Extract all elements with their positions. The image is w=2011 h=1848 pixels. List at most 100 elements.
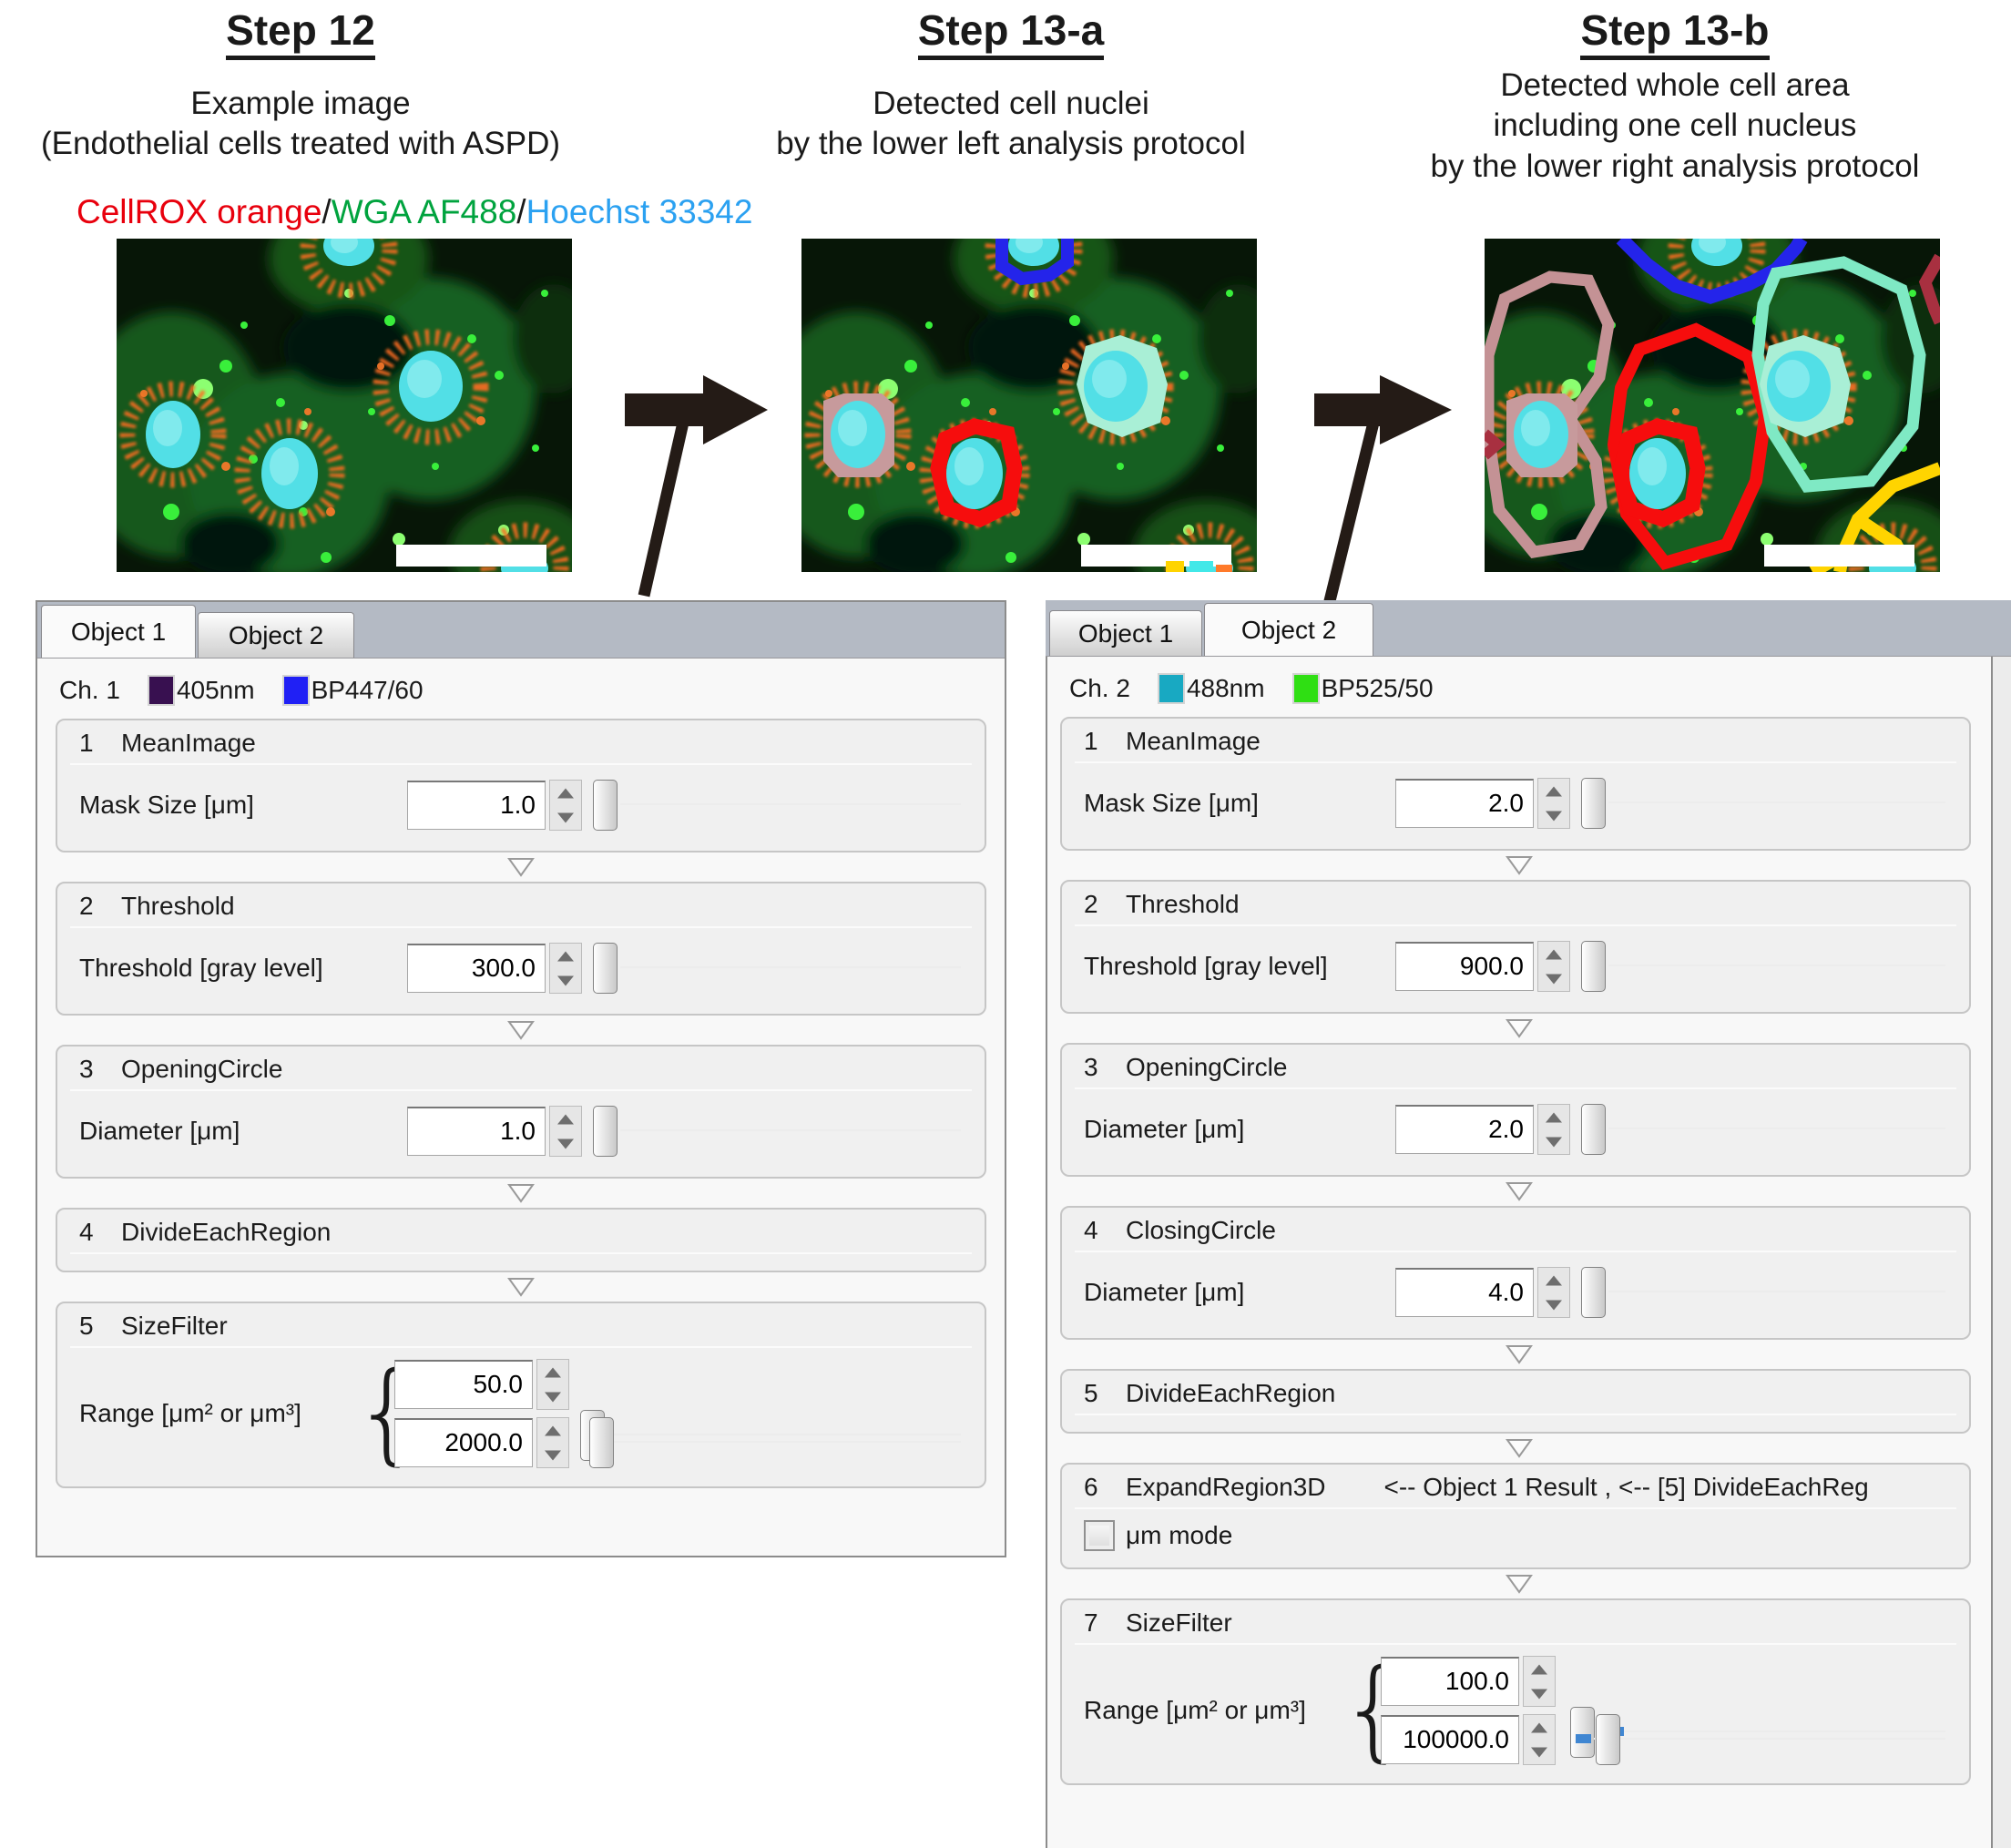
param-label: Threshold [gray level] xyxy=(1084,952,1328,980)
slider-track[interactable] xyxy=(607,1441,961,1443)
size-min-field[interactable]: 50.0 xyxy=(394,1360,533,1409)
spinner-down-button[interactable] xyxy=(537,1384,568,1409)
mask-size-spinner[interactable] xyxy=(1537,778,1570,829)
slider-thumb[interactable] xyxy=(593,1106,618,1157)
spinner-down-button[interactable] xyxy=(537,1443,568,1467)
slider-track[interactable] xyxy=(1608,965,1945,966)
size-max-spinner[interactable] xyxy=(1523,1714,1556,1765)
diameter-field[interactable]: 2.0 xyxy=(1395,1105,1534,1154)
param-label: Diameter [μm] xyxy=(1084,1115,1245,1143)
object2-protocol-panel: Object 1 Object 2 Ch. 2 488nm BP525/50 xyxy=(1046,600,2011,1848)
divider xyxy=(1075,1643,1956,1645)
diameter-field[interactable]: 1.0 xyxy=(407,1107,546,1156)
spinner-down-button[interactable] xyxy=(1538,1292,1569,1317)
size-max-field[interactable]: 2000.0 xyxy=(394,1418,533,1467)
emission-swatch xyxy=(281,675,310,706)
threshold-spinner[interactable] xyxy=(1537,941,1570,992)
slider-track[interactable] xyxy=(1608,801,1945,803)
step12-caption: Example image (Endothelial cells treated… xyxy=(41,85,560,162)
spinner-down-button[interactable] xyxy=(550,1131,581,1156)
mask-size-field[interactable]: 1.0 xyxy=(407,781,546,830)
tab-object1[interactable]: Object 1 xyxy=(41,605,196,658)
stain-legend: CellROX orange/WGA AF488/Hoechst 33342 xyxy=(77,193,753,230)
spinner-up-button[interactable] xyxy=(550,781,581,805)
tab-object2[interactable]: Object 2 xyxy=(198,612,354,658)
mask-size-spinner[interactable] xyxy=(549,780,582,831)
slider-track[interactable] xyxy=(620,1129,961,1131)
mask-size-slider[interactable] xyxy=(593,780,972,831)
section-title: Threshold xyxy=(1126,890,1240,918)
spinner-up-button[interactable] xyxy=(1524,1715,1555,1740)
slider-track[interactable] xyxy=(620,966,961,968)
spinner-down-button[interactable] xyxy=(550,805,581,830)
spinner-down-button[interactable] xyxy=(1524,1740,1555,1764)
tab-object2[interactable]: Object 2 xyxy=(1204,603,1373,656)
spinner-up-button[interactable] xyxy=(1538,1268,1569,1292)
spinner-down-button[interactable] xyxy=(1524,1681,1555,1706)
threshold-field[interactable]: 900.0 xyxy=(1395,942,1534,991)
slider-track[interactable] xyxy=(1608,1128,1945,1129)
slider-thumb[interactable] xyxy=(589,1417,614,1468)
threshold-spinner[interactable] xyxy=(549,943,582,994)
size-min-field[interactable]: 100.0 xyxy=(1381,1657,1519,1706)
section-title: OpeningCircle xyxy=(1126,1053,1288,1081)
spinner-up-button[interactable] xyxy=(1538,942,1569,966)
flow-connector xyxy=(37,1016,1005,1045)
diameter-field[interactable]: 4.0 xyxy=(1395,1268,1534,1317)
slider-track[interactable] xyxy=(607,1434,961,1435)
slider-thumb[interactable] xyxy=(1581,778,1606,829)
mask-size-slider[interactable] xyxy=(1581,778,1956,829)
spinner-up-button[interactable] xyxy=(537,1360,568,1384)
um-mode-label: μm mode xyxy=(1126,1521,1233,1549)
um-mode-checkbox[interactable] xyxy=(1084,1520,1115,1551)
section-title: DivideEachRegion xyxy=(1126,1379,1336,1407)
divider xyxy=(1075,1087,1956,1089)
slider-track[interactable] xyxy=(1608,1291,1945,1292)
tab-object1[interactable]: Object 1 xyxy=(1049,610,1202,656)
slider-track[interactable] xyxy=(620,803,961,805)
threshold-slider[interactable] xyxy=(593,943,972,994)
threshold-slider[interactable] xyxy=(1581,941,1956,992)
spinner-down-button[interactable] xyxy=(1538,966,1569,991)
diameter-spinner[interactable] xyxy=(1537,1104,1570,1155)
section-title: OpeningCircle xyxy=(121,1055,283,1083)
size-min-spinner[interactable] xyxy=(1523,1656,1556,1707)
spinner-up-button[interactable] xyxy=(550,1107,581,1131)
spinner-down-button[interactable] xyxy=(1538,1129,1569,1154)
slider-thumb[interactable] xyxy=(1570,1707,1595,1758)
divider xyxy=(70,1252,972,1254)
spinner-down-button[interactable] xyxy=(1538,803,1569,828)
diameter-slider[interactable] xyxy=(1581,1267,1956,1318)
range-brace: { xyxy=(352,1350,423,1476)
slider-track[interactable] xyxy=(1594,1731,1945,1732)
range-label: Range [μm² or μm³] xyxy=(79,1399,301,1427)
spinner-up-button[interactable] xyxy=(537,1418,568,1443)
slider-thumb[interactable] xyxy=(1581,941,1606,992)
spinner-up-button[interactable] xyxy=(1524,1657,1555,1681)
slider-track[interactable] xyxy=(1594,1738,1945,1740)
size-max-field[interactable]: 100000.0 xyxy=(1381,1715,1519,1764)
slider-thumb[interactable] xyxy=(1596,1714,1620,1765)
diameter-slider[interactable] xyxy=(1581,1104,1956,1155)
channel-row: Ch. 2 488nm BP525/50 xyxy=(1047,657,1991,717)
diameter-slider[interactable] xyxy=(593,1106,972,1157)
slider-thumb[interactable] xyxy=(1581,1267,1606,1318)
flow-connector xyxy=(37,853,1005,882)
diameter-spinner[interactable] xyxy=(1537,1267,1570,1318)
spinner-up-button[interactable] xyxy=(1538,779,1569,803)
param-label: Mask Size [μm] xyxy=(1084,789,1259,817)
diameter-spinner[interactable] xyxy=(549,1106,582,1157)
step12-header: Step 12 Example image (Endothelial cells… xyxy=(27,7,574,165)
threshold-field[interactable]: 300.0 xyxy=(407,944,546,993)
spinner-up-button[interactable] xyxy=(550,944,581,968)
slider-thumb[interactable] xyxy=(593,780,618,831)
size-min-spinner[interactable] xyxy=(536,1359,569,1410)
spinner-up-button[interactable] xyxy=(1538,1105,1569,1129)
mask-size-field[interactable]: 2.0 xyxy=(1395,779,1534,828)
spinner-down-button[interactable] xyxy=(550,968,581,993)
range-brace: { xyxy=(1339,1647,1409,1773)
excitation-swatch xyxy=(1157,673,1185,704)
slider-thumb[interactable] xyxy=(1581,1104,1606,1155)
size-max-spinner[interactable] xyxy=(536,1417,569,1468)
slider-thumb[interactable] xyxy=(593,943,618,994)
